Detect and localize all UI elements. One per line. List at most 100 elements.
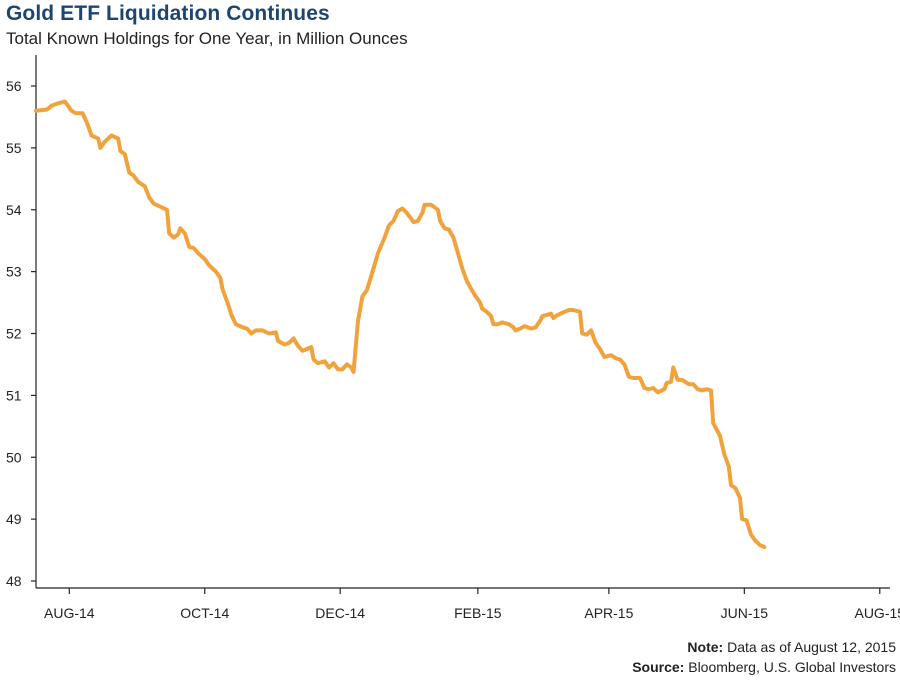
data-point xyxy=(246,327,248,330)
data-point xyxy=(148,196,151,199)
data-point xyxy=(727,465,730,468)
data-point xyxy=(152,202,155,205)
source-text: Bloomberg, U.S. Global Investors xyxy=(688,659,896,675)
data-point xyxy=(397,210,399,212)
x-tick-label: AUG-14 xyxy=(44,605,95,621)
data-point xyxy=(594,341,597,344)
data-point xyxy=(568,309,570,311)
data-point xyxy=(730,484,732,486)
data-point xyxy=(470,288,473,290)
data-point xyxy=(599,348,601,350)
data-point xyxy=(208,264,210,267)
data-point xyxy=(519,327,521,330)
data-point xyxy=(317,362,319,365)
data-point xyxy=(99,147,102,149)
data-point xyxy=(585,333,588,336)
data-point xyxy=(696,388,699,390)
series-line xyxy=(34,99,767,549)
data-point xyxy=(277,340,279,342)
data-point xyxy=(474,295,477,298)
data-point xyxy=(610,354,612,356)
chart-plot-area xyxy=(34,99,767,549)
data-point xyxy=(337,368,339,371)
data-point xyxy=(423,204,426,206)
chart-axes xyxy=(35,55,890,589)
data-point xyxy=(350,366,353,369)
data-point xyxy=(619,358,621,361)
data-point xyxy=(132,174,135,177)
data-point xyxy=(323,360,326,363)
data-point xyxy=(275,331,277,334)
chart-subtitle: Total Known Holdings for One Year, in Mi… xyxy=(6,29,408,48)
data-point xyxy=(670,380,672,383)
y-tick-label: 56 xyxy=(6,78,22,94)
data-point xyxy=(192,247,195,249)
data-point xyxy=(172,236,175,239)
y-tick-label: 52 xyxy=(6,326,22,342)
data-point xyxy=(332,362,335,365)
data-point xyxy=(128,171,131,174)
data-point xyxy=(448,228,450,231)
data-point xyxy=(681,379,683,381)
data-point xyxy=(168,232,171,235)
data-point xyxy=(346,363,348,366)
data-point xyxy=(406,212,408,214)
data-point xyxy=(719,434,721,437)
data-point xyxy=(417,220,419,222)
y-tick-label: 53 xyxy=(6,264,22,280)
data-point xyxy=(124,153,126,155)
data-point xyxy=(763,546,766,548)
chart-title: Gold ETF Liquidation Continues xyxy=(6,2,330,25)
y-tick-label: 49 xyxy=(6,511,22,527)
data-point xyxy=(241,326,244,329)
data-point xyxy=(357,320,359,322)
data-point xyxy=(539,320,541,322)
data-point xyxy=(410,218,413,220)
data-point xyxy=(188,246,191,248)
data-point xyxy=(443,227,446,230)
data-point xyxy=(352,371,355,373)
data-point xyxy=(552,317,555,319)
data-point xyxy=(479,301,481,304)
data-point xyxy=(57,102,60,105)
data-point xyxy=(545,314,548,316)
data-point xyxy=(104,140,106,143)
data-point xyxy=(328,366,330,369)
data-point xyxy=(710,389,712,392)
data-point xyxy=(230,314,233,316)
data-point xyxy=(372,267,375,270)
data-point xyxy=(46,108,48,111)
data-point xyxy=(523,325,526,327)
data-point xyxy=(117,137,119,140)
data-point xyxy=(563,311,566,313)
data-point xyxy=(692,383,695,386)
data-point xyxy=(701,389,703,392)
data-point xyxy=(297,345,299,347)
data-point xyxy=(268,332,270,335)
data-point xyxy=(90,134,93,137)
data-point xyxy=(623,363,626,366)
data-point xyxy=(688,383,690,386)
data-point xyxy=(215,270,217,273)
data-point xyxy=(465,280,468,282)
data-point xyxy=(250,332,253,335)
y-tick-label: 54 xyxy=(6,202,22,218)
data-point xyxy=(341,368,344,371)
data-point xyxy=(512,326,515,329)
data-point xyxy=(632,377,635,379)
data-point xyxy=(639,377,641,379)
y-tick-label: 55 xyxy=(6,140,22,156)
data-point xyxy=(572,309,575,311)
data-point xyxy=(119,150,122,152)
data-point xyxy=(366,289,368,291)
x-tick-label: JUN-15 xyxy=(721,605,769,621)
data-point xyxy=(672,366,675,369)
data-point xyxy=(301,350,304,352)
data-point xyxy=(490,315,492,317)
data-point xyxy=(750,533,752,536)
data-point xyxy=(81,112,84,115)
x-tick-label: AUG-15 xyxy=(854,605,900,621)
data-point xyxy=(501,321,504,324)
data-point xyxy=(628,376,630,378)
